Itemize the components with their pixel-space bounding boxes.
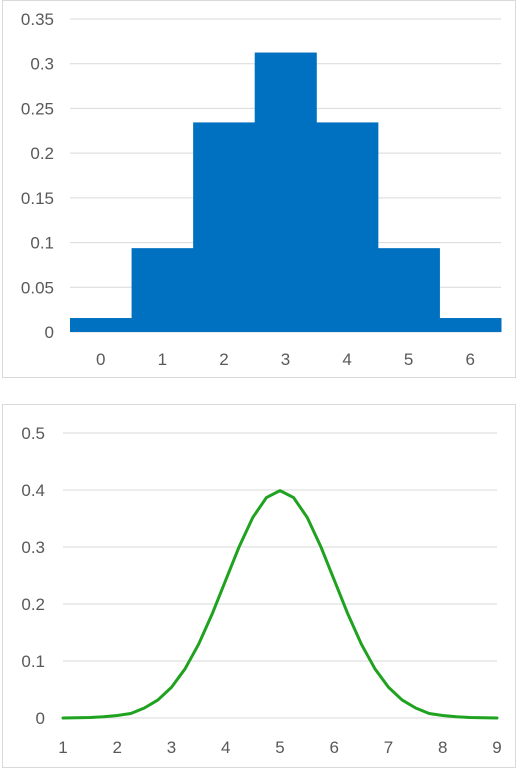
x-tick-label: 5 xyxy=(275,738,284,757)
bar xyxy=(193,122,256,332)
y-tick-label: 0.05 xyxy=(21,278,54,297)
y-tick-label: 0.15 xyxy=(21,189,54,208)
x-tick-label: 3 xyxy=(167,738,176,757)
bar-chart: 0 0.05 0.1 0.15 0.2 0.25 0.3 0.35 0 1 2 3 4 5 6 xyxy=(21,10,502,369)
bar xyxy=(131,248,194,332)
y-tick-label: 0.3 xyxy=(30,55,54,74)
bar xyxy=(439,318,502,332)
x-tick-label: 4 xyxy=(221,738,230,757)
normal-line-chart-panel: 0 0.1 0.2 0.3 0.4 0.5 1 2 3 4 5 6 7 8 9 xyxy=(2,404,516,768)
x-tick-label: 6 xyxy=(465,350,474,369)
x-tick-label: 9 xyxy=(492,738,501,757)
x-tick-label: 3 xyxy=(281,350,290,369)
y-tick-label: 0.3 xyxy=(21,538,45,557)
x-tick-label: 7 xyxy=(384,738,393,757)
x-tick-label: 1 xyxy=(58,738,67,757)
bar xyxy=(254,52,317,333)
y-tick-label: 0.2 xyxy=(30,144,54,163)
bar xyxy=(377,248,440,332)
x-tick-label: 5 xyxy=(404,350,413,369)
bar xyxy=(70,318,133,332)
x-tick-label: 4 xyxy=(342,350,351,369)
x-tick-label: 6 xyxy=(330,738,339,757)
x-tick-label: 0 xyxy=(96,350,105,369)
y-tick-label: 0.5 xyxy=(21,424,45,443)
x-tick-label: 2 xyxy=(113,738,122,757)
x-tick-label: 8 xyxy=(438,738,447,757)
y-tick-label: 0.1 xyxy=(21,652,45,671)
y-tick-label: 0.35 xyxy=(21,10,54,29)
series-line xyxy=(61,489,499,720)
y-tick-label: 0.25 xyxy=(21,99,54,118)
binomial-bar-chart-panel: 0 0.05 0.1 0.15 0.2 0.25 0.3 0.35 0 1 2 3 4 5 6 xyxy=(2,0,516,378)
y-tick-label: 0.1 xyxy=(30,234,54,253)
x-tick-label: 2 xyxy=(219,350,228,369)
y-tick-label: 0 xyxy=(36,709,45,728)
y-tick-label: 0 xyxy=(45,323,54,342)
line-chart: 0 0.1 0.2 0.3 0.4 0.5 1 2 3 4 5 6 7 8 9 xyxy=(21,424,501,757)
bar xyxy=(316,122,379,332)
y-tick-label: 0.4 xyxy=(21,481,45,500)
x-tick-label: 1 xyxy=(158,350,167,369)
y-tick-label: 0.2 xyxy=(21,595,45,614)
